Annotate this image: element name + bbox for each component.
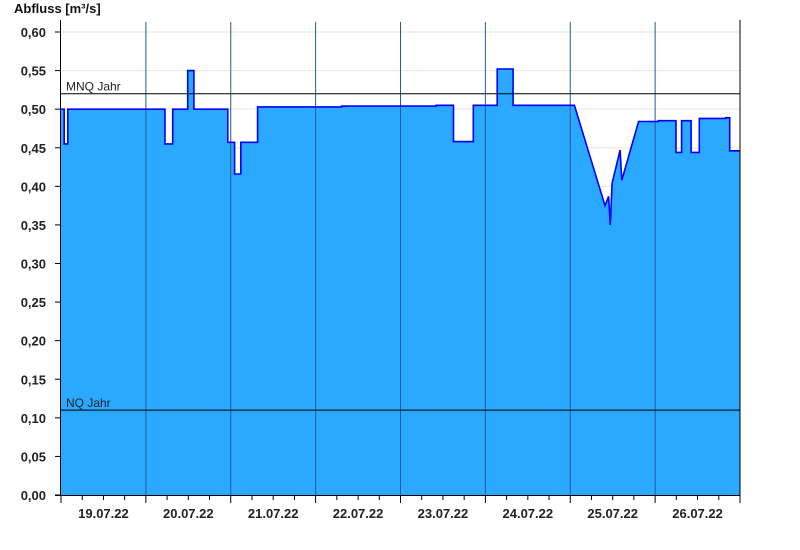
reference-lines: MNQ Jahr NQ Jahr <box>61 80 740 411</box>
x-tick-label: 25.07.22 <box>587 506 638 521</box>
x-tick-label: 21.07.22 <box>248 506 299 521</box>
y-tick-label: 0,10 <box>21 411 46 426</box>
discharge-line <box>61 68 740 225</box>
x-tick-label: 20.07.22 <box>163 506 214 521</box>
reference-line-label: NQ Jahr <box>66 396 111 410</box>
y-tick-label: 0,30 <box>21 257 46 272</box>
y-axis-title: Abfluss [m³/s] <box>14 1 101 16</box>
x-tick-label: 26.07.22 <box>672 506 723 521</box>
x-tick-label: 19.07.22 <box>78 506 129 521</box>
y-tick-label: 0,55 <box>21 64 46 79</box>
axes <box>55 20 741 503</box>
y-tick-label: 0,00 <box>21 488 46 503</box>
y-tick-labels: 0,00 0,05 0,10 0,15 0,20 0,25 0,30 0,35 0,40 0,45… <box>21 25 46 503</box>
day-separators <box>145 22 656 495</box>
reference-line-label: MNQ Jahr <box>66 80 121 94</box>
x-tick-label: 22.07.22 <box>333 506 384 521</box>
x-tick-labels: 19.07.22 20.07.22 21.07.22 22.07.22 23.07.22… <box>78 506 723 521</box>
y-tick-label: 0,50 <box>21 102 46 117</box>
y-tick-label: 0,60 <box>21 25 46 40</box>
x-tick-label: 24.07.22 <box>503 506 554 521</box>
y-tick-label: 0,15 <box>21 372 46 387</box>
y-tick-label: 0,45 <box>21 141 46 156</box>
y-tick-label: 0,05 <box>21 449 46 464</box>
y-tick-label: 0,25 <box>21 295 46 310</box>
y-tick-label: 0,40 <box>21 179 46 194</box>
x-tick-label: 23.07.22 <box>418 506 469 521</box>
y-tick-label: 0,35 <box>21 218 46 233</box>
y-tick-label: 0,20 <box>21 334 46 349</box>
